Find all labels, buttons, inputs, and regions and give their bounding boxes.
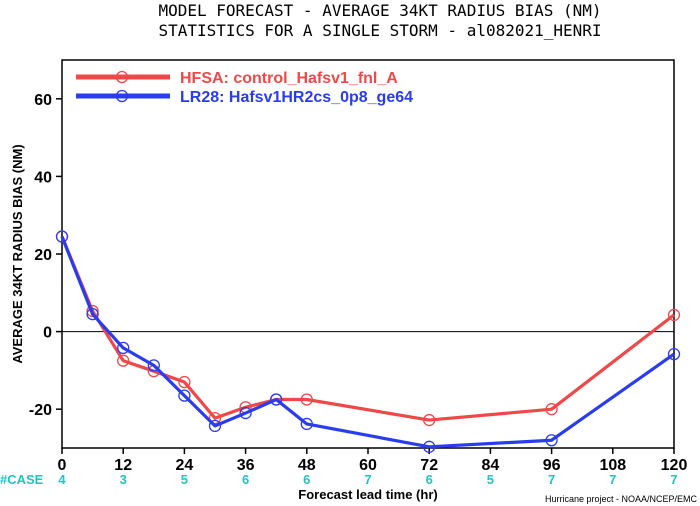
y-tick-label: 0 <box>43 325 52 342</box>
data-point <box>667 308 681 322</box>
chart-title: MODEL FORECAST - AVERAGE 34KT RADIUS BIA… <box>158 1 601 20</box>
x-tick-label: 60 <box>359 457 377 474</box>
data-point <box>208 411 222 425</box>
x-tick-label: 48 <box>298 457 316 474</box>
x-tick-label: 72 <box>420 457 438 474</box>
case-count: 7 <box>548 472 555 487</box>
case-count: 5 <box>487 472 494 487</box>
x-tick-label: 0 <box>58 457 67 474</box>
x-tick-label: 24 <box>176 457 194 474</box>
data-point <box>86 304 99 318</box>
series-line-1 <box>60 235 675 449</box>
series-layer <box>55 230 681 453</box>
series-line-0 <box>60 235 675 422</box>
data-point <box>55 230 69 243</box>
x-axis-label: Forecast lead time (hr) <box>298 487 437 502</box>
case-count: 5 <box>181 472 188 487</box>
legend-label-lr28: LR28: Hafsv1HR2cs_0p8_ge64 <box>180 89 413 106</box>
case-count: 7 <box>364 472 371 487</box>
plot-frame <box>61 59 675 449</box>
chart-subtitle: STATISTICS FOR A SINGLE STORM - al082021… <box>158 21 601 40</box>
case-count: 6 <box>242 472 249 487</box>
legend-marker-lr28 <box>115 89 129 103</box>
case-count: 6 <box>303 472 310 487</box>
data-point <box>300 393 313 406</box>
x-tick-label: 84 <box>482 457 500 474</box>
data-point <box>178 389 191 402</box>
data-point <box>423 440 436 453</box>
data-point <box>147 359 160 372</box>
x-tick-label: 96 <box>543 457 561 474</box>
credit-text: Hurricane project - NOAA/NCEP/EMC <box>545 494 698 504</box>
x-tick-label: 36 <box>237 457 255 474</box>
x-tick-label: 120 <box>661 457 688 474</box>
x-tick-label: 108 <box>599 457 626 474</box>
data-point <box>178 375 191 389</box>
data-point <box>239 406 252 420</box>
data-point <box>423 413 436 427</box>
legend-marker-hfsa <box>115 70 129 84</box>
case-count: 6 <box>426 472 433 487</box>
case-count: 7 <box>670 472 677 487</box>
case-count: 7 <box>609 472 616 487</box>
data-point <box>545 434 558 447</box>
data-point <box>545 403 558 416</box>
data-point <box>270 393 283 406</box>
legend: HFSA: control_Hafsv1_fnl_A LR28: Hafsv1H… <box>76 70 413 106</box>
y-axis-label: AVERAGE 34KT RADIUS BIAS (NM) <box>10 144 25 363</box>
y-axis-ticks: -20 0 20 40 60 <box>29 92 62 419</box>
y-tick-label: -20 <box>29 402 52 419</box>
case-counts: 4 3 5 6 6 7 6 5 7 7 7 <box>58 472 677 487</box>
legend-label-hfsa: HFSA: control_Hafsv1_fnl_A <box>180 70 398 87</box>
data-point <box>300 417 313 431</box>
x-tick-label: 12 <box>114 457 132 474</box>
data-point <box>208 419 222 433</box>
data-point <box>117 341 130 355</box>
data-point <box>86 307 99 321</box>
case-label: #CASE <box>0 472 44 487</box>
y-tick-label: 20 <box>34 247 52 264</box>
case-count: 4 <box>58 472 66 487</box>
x-axis-ticks: 0 12 24 36 48 60 72 84 96 108 120 <box>58 448 688 474</box>
data-point <box>667 347 681 361</box>
y-tick-label: 60 <box>34 92 52 109</box>
data-point <box>117 354 130 367</box>
y-tick-label: 40 <box>34 169 52 186</box>
case-count: 3 <box>120 472 127 487</box>
